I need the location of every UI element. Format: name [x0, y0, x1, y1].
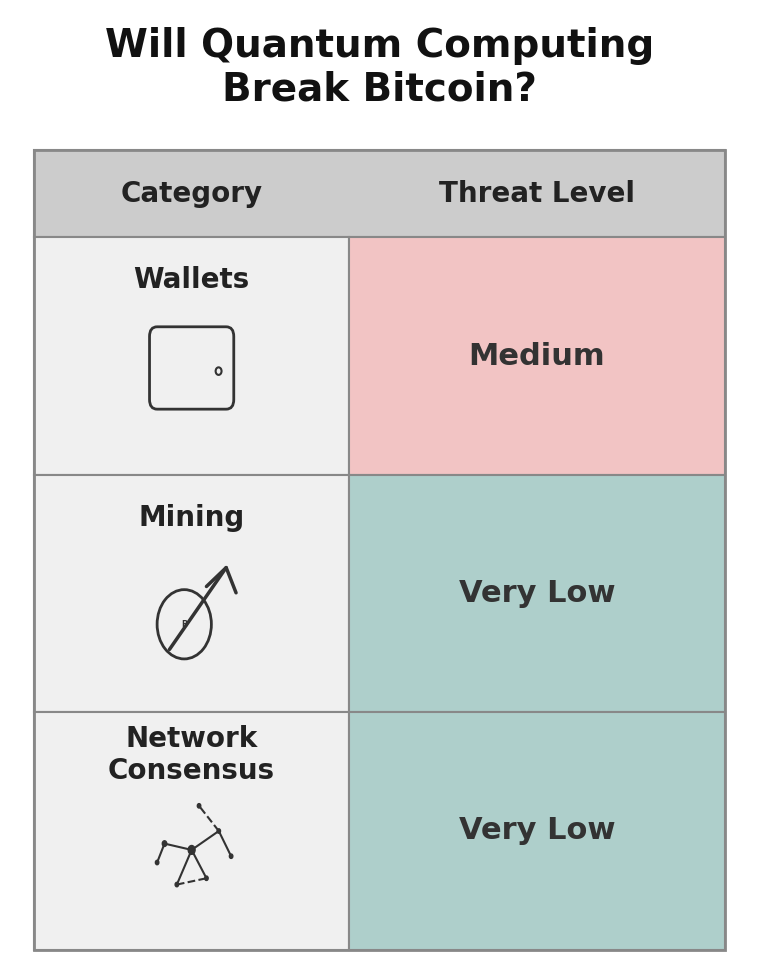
Circle shape: [156, 860, 159, 864]
Circle shape: [188, 846, 195, 855]
FancyBboxPatch shape: [34, 150, 725, 237]
Circle shape: [217, 828, 221, 833]
Text: Very Low: Very Low: [458, 579, 616, 608]
Text: Threat Level: Threat Level: [439, 180, 635, 207]
Text: Very Low: Very Low: [458, 817, 616, 845]
FancyBboxPatch shape: [34, 712, 349, 950]
Circle shape: [157, 589, 211, 659]
FancyBboxPatch shape: [349, 712, 725, 950]
Circle shape: [162, 841, 167, 847]
FancyBboxPatch shape: [34, 475, 349, 712]
Circle shape: [216, 367, 222, 375]
Text: Will Quantum Computing
Break Bitcoin?: Will Quantum Computing Break Bitcoin?: [105, 27, 654, 109]
Text: Mining: Mining: [139, 504, 244, 532]
Circle shape: [205, 876, 208, 881]
Text: Network
Consensus: Network Consensus: [108, 725, 276, 785]
Text: Wallets: Wallets: [134, 266, 250, 295]
Text: B: B: [181, 620, 187, 629]
Text: Medium: Medium: [468, 342, 606, 370]
FancyBboxPatch shape: [34, 237, 349, 475]
FancyBboxPatch shape: [176, 335, 216, 366]
FancyBboxPatch shape: [150, 327, 234, 409]
Circle shape: [197, 803, 201, 808]
FancyBboxPatch shape: [161, 335, 200, 365]
FancyBboxPatch shape: [349, 237, 725, 475]
Circle shape: [229, 854, 233, 859]
Text: Category: Category: [121, 180, 263, 207]
FancyBboxPatch shape: [349, 475, 725, 712]
Circle shape: [175, 883, 178, 887]
